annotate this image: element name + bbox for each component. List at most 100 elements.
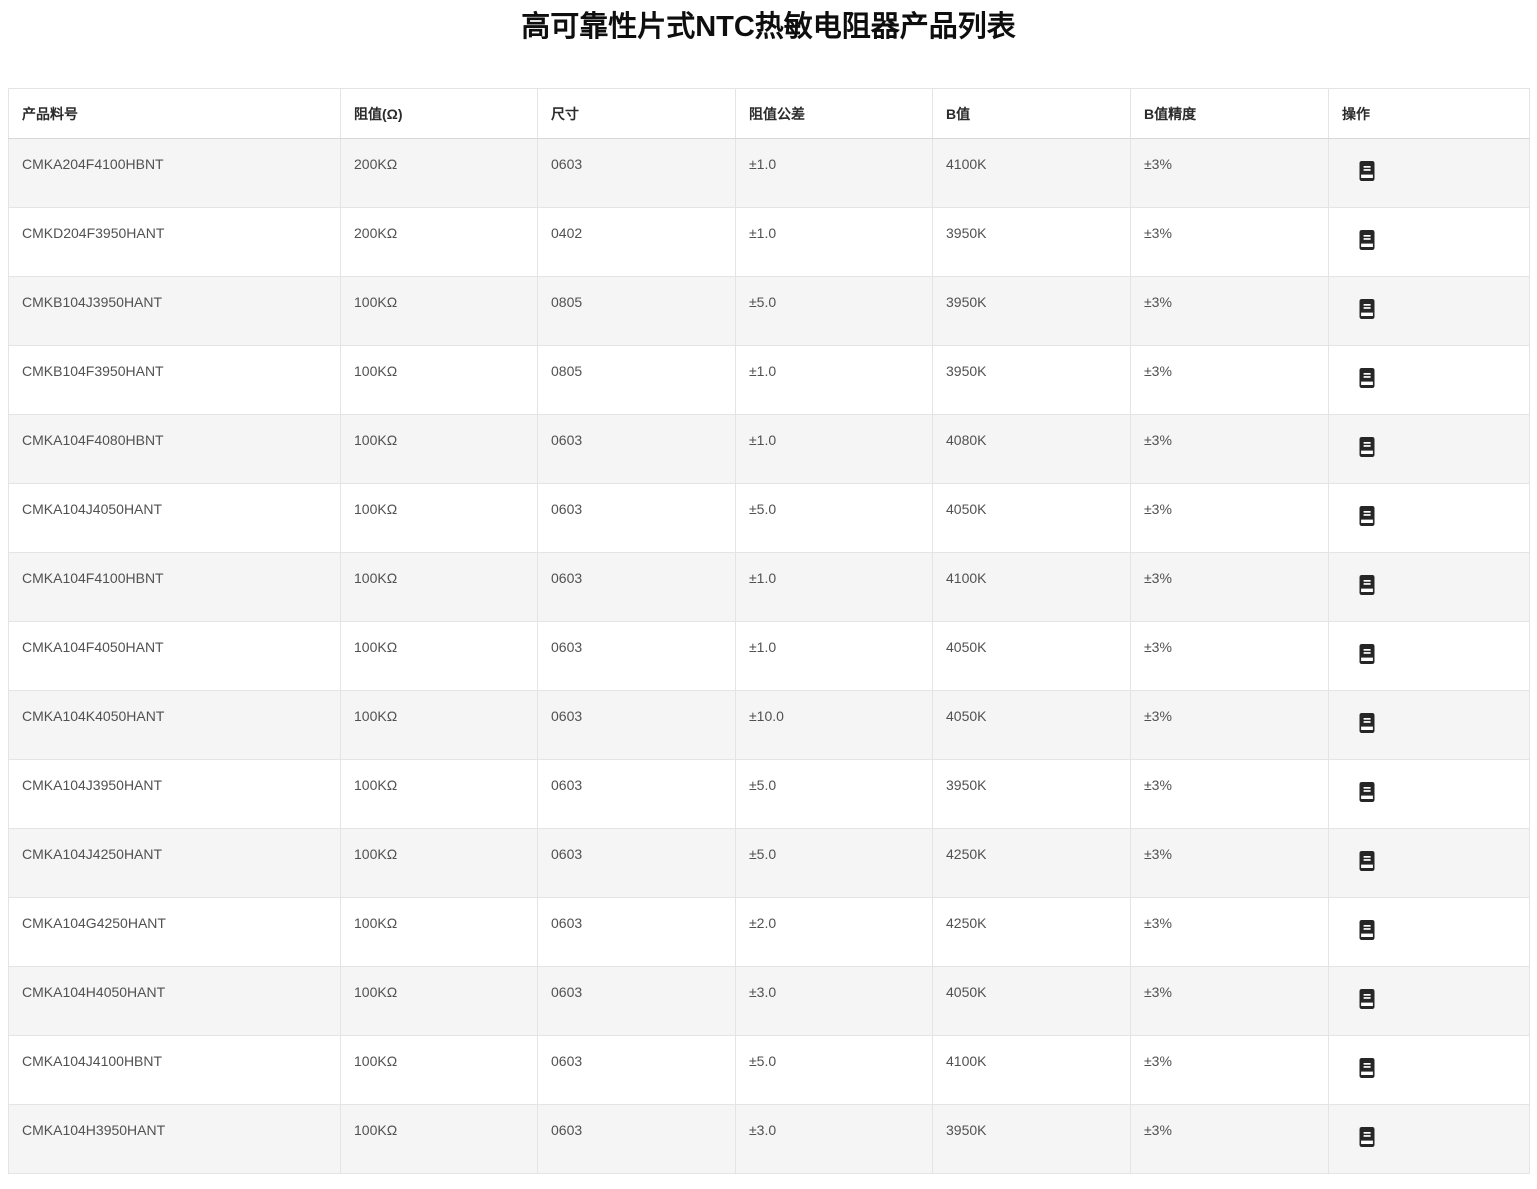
- cell-resistance: 100KΩ: [340, 690, 538, 760]
- cell-part: CMKB104F3950HANT: [8, 345, 341, 415]
- table-row: CMKA104J3950HANT 100KΩ 0603 ±5.0 3950K ±3%: [8, 759, 1530, 829]
- cell-b-value: 3950K: [932, 345, 1131, 415]
- datasheet-book-icon: [1359, 1127, 1375, 1147]
- cell-resistance: 100KΩ: [340, 345, 538, 415]
- table-row: CMKA104J4050HANT 100KΩ 0603 ±5.0 4050K ±3%: [8, 483, 1530, 553]
- cell-part: CMKA104G4250HANT: [8, 897, 341, 967]
- cell-b-precision: ±3%: [1130, 414, 1329, 484]
- cell-part: CMKA104J4100HBNT: [8, 1035, 341, 1105]
- cell-action: [1328, 759, 1530, 829]
- table-row: CMKD204F3950HANT 200KΩ 0402 ±1.0 3950K ±3%: [8, 207, 1530, 277]
- cell-b-value: 4250K: [932, 897, 1131, 967]
- table-row: CMKB104F3950HANT 100KΩ 0805 ±1.0 3950K ±3%: [8, 345, 1530, 415]
- cell-b-precision: ±3%: [1130, 207, 1329, 277]
- table-row: CMKA104J4250HANT 100KΩ 0603 ±5.0 4250K ±3%: [8, 828, 1530, 898]
- datasheet-button[interactable]: [1359, 1127, 1375, 1147]
- column-header-resistance: 阻值(Ω): [340, 88, 538, 139]
- cell-size: 0603: [537, 1035, 736, 1105]
- datasheet-button[interactable]: [1359, 230, 1375, 250]
- cell-action: [1328, 1104, 1530, 1174]
- cell-size: 0603: [537, 621, 736, 691]
- cell-action: [1328, 414, 1530, 484]
- cell-tolerance: ±5.0: [735, 276, 933, 346]
- cell-resistance: 100KΩ: [340, 1104, 538, 1174]
- table-row: CMKA104H4050HANT 100KΩ 0603 ±3.0 4050K ±3%: [8, 966, 1530, 1036]
- cell-action: [1328, 276, 1530, 346]
- cell-b-precision: ±3%: [1130, 1035, 1329, 1105]
- datasheet-button[interactable]: [1359, 989, 1375, 1009]
- datasheet-book-icon: [1359, 989, 1375, 1009]
- table-header-row: 产品料号 阻值(Ω) 尺寸 阻值公差 B值 B值精度 操作: [8, 88, 1530, 139]
- datasheet-button[interactable]: [1359, 851, 1375, 871]
- cell-b-precision: ±3%: [1130, 690, 1329, 760]
- cell-resistance: 100KΩ: [340, 414, 538, 484]
- cell-b-value: 4250K: [932, 828, 1131, 898]
- cell-action: [1328, 690, 1530, 760]
- datasheet-button[interactable]: [1359, 644, 1375, 664]
- cell-part: CMKA104F4080HBNT: [8, 414, 341, 484]
- datasheet-button[interactable]: [1359, 713, 1375, 733]
- datasheet-book-icon: [1359, 782, 1375, 802]
- cell-size: 0603: [537, 552, 736, 622]
- datasheet-button[interactable]: [1359, 437, 1375, 457]
- cell-b-precision: ±3%: [1130, 966, 1329, 1036]
- cell-resistance: 100KΩ: [340, 759, 538, 829]
- datasheet-book-icon: [1359, 161, 1375, 181]
- cell-part: CMKA104H4050HANT: [8, 966, 341, 1036]
- cell-size: 0603: [537, 828, 736, 898]
- cell-size: 0603: [537, 690, 736, 760]
- cell-part: CMKA204F4100HBNT: [8, 138, 341, 208]
- table-row: CMKB104J3950HANT 100KΩ 0805 ±5.0 3950K ±3%: [8, 276, 1530, 346]
- datasheet-button[interactable]: [1359, 368, 1375, 388]
- cell-action: [1328, 621, 1530, 691]
- cell-b-precision: ±3%: [1130, 552, 1329, 622]
- cell-part: CMKA104H3950HANT: [8, 1104, 341, 1174]
- datasheet-button[interactable]: [1359, 782, 1375, 802]
- cell-b-value: 4050K: [932, 483, 1131, 553]
- datasheet-button[interactable]: [1359, 161, 1375, 181]
- cell-tolerance: ±1.0: [735, 345, 933, 415]
- cell-action: [1328, 552, 1530, 622]
- cell-tolerance: ±1.0: [735, 552, 933, 622]
- cell-resistance: 100KΩ: [340, 276, 538, 346]
- datasheet-button[interactable]: [1359, 920, 1375, 940]
- cell-b-value: 3950K: [932, 759, 1131, 829]
- datasheet-button[interactable]: [1359, 575, 1375, 595]
- cell-resistance: 100KΩ: [340, 552, 538, 622]
- column-header-action: 操作: [1328, 88, 1530, 139]
- cell-b-precision: ±3%: [1130, 276, 1329, 346]
- cell-action: [1328, 138, 1530, 208]
- cell-tolerance: ±3.0: [735, 1104, 933, 1174]
- cell-b-precision: ±3%: [1130, 1104, 1329, 1174]
- cell-size: 0603: [537, 966, 736, 1036]
- cell-size: 0603: [537, 1104, 736, 1174]
- cell-size: 0805: [537, 276, 736, 346]
- cell-tolerance: ±2.0: [735, 897, 933, 967]
- cell-b-precision: ±3%: [1130, 828, 1329, 898]
- cell-part: CMKA104J4050HANT: [8, 483, 341, 553]
- table-row: CMKA104F4100HBNT 100KΩ 0603 ±1.0 4100K ±3%: [8, 552, 1530, 622]
- cell-resistance: 100KΩ: [340, 897, 538, 967]
- cell-part: CMKA104K4050HANT: [8, 690, 341, 760]
- datasheet-button[interactable]: [1359, 1058, 1375, 1078]
- cell-part: CMKA104J4250HANT: [8, 828, 341, 898]
- table-row: CMKA104G4250HANT 100KΩ 0603 ±2.0 4250K ±3%: [8, 897, 1530, 967]
- cell-tolerance: ±5.0: [735, 828, 933, 898]
- cell-tolerance: ±5.0: [735, 483, 933, 553]
- datasheet-button[interactable]: [1359, 506, 1375, 526]
- table-row: CMKA204F4100HBNT 200KΩ 0603 ±1.0 4100K ±3%: [8, 138, 1530, 208]
- datasheet-button[interactable]: [1359, 299, 1375, 319]
- cell-b-value: 4080K: [932, 414, 1131, 484]
- cell-b-value: 4100K: [932, 1035, 1131, 1105]
- cell-action: [1328, 897, 1530, 967]
- cell-b-value: 4050K: [932, 966, 1131, 1036]
- datasheet-book-icon: [1359, 230, 1375, 250]
- cell-resistance: 100KΩ: [340, 828, 538, 898]
- cell-b-value: 4100K: [932, 138, 1131, 208]
- cell-b-value: 3950K: [932, 207, 1131, 277]
- cell-b-precision: ±3%: [1130, 138, 1329, 208]
- datasheet-book-icon: [1359, 437, 1375, 457]
- cell-tolerance: ±1.0: [735, 207, 933, 277]
- cell-size: 0603: [537, 897, 736, 967]
- cell-b-precision: ±3%: [1130, 897, 1329, 967]
